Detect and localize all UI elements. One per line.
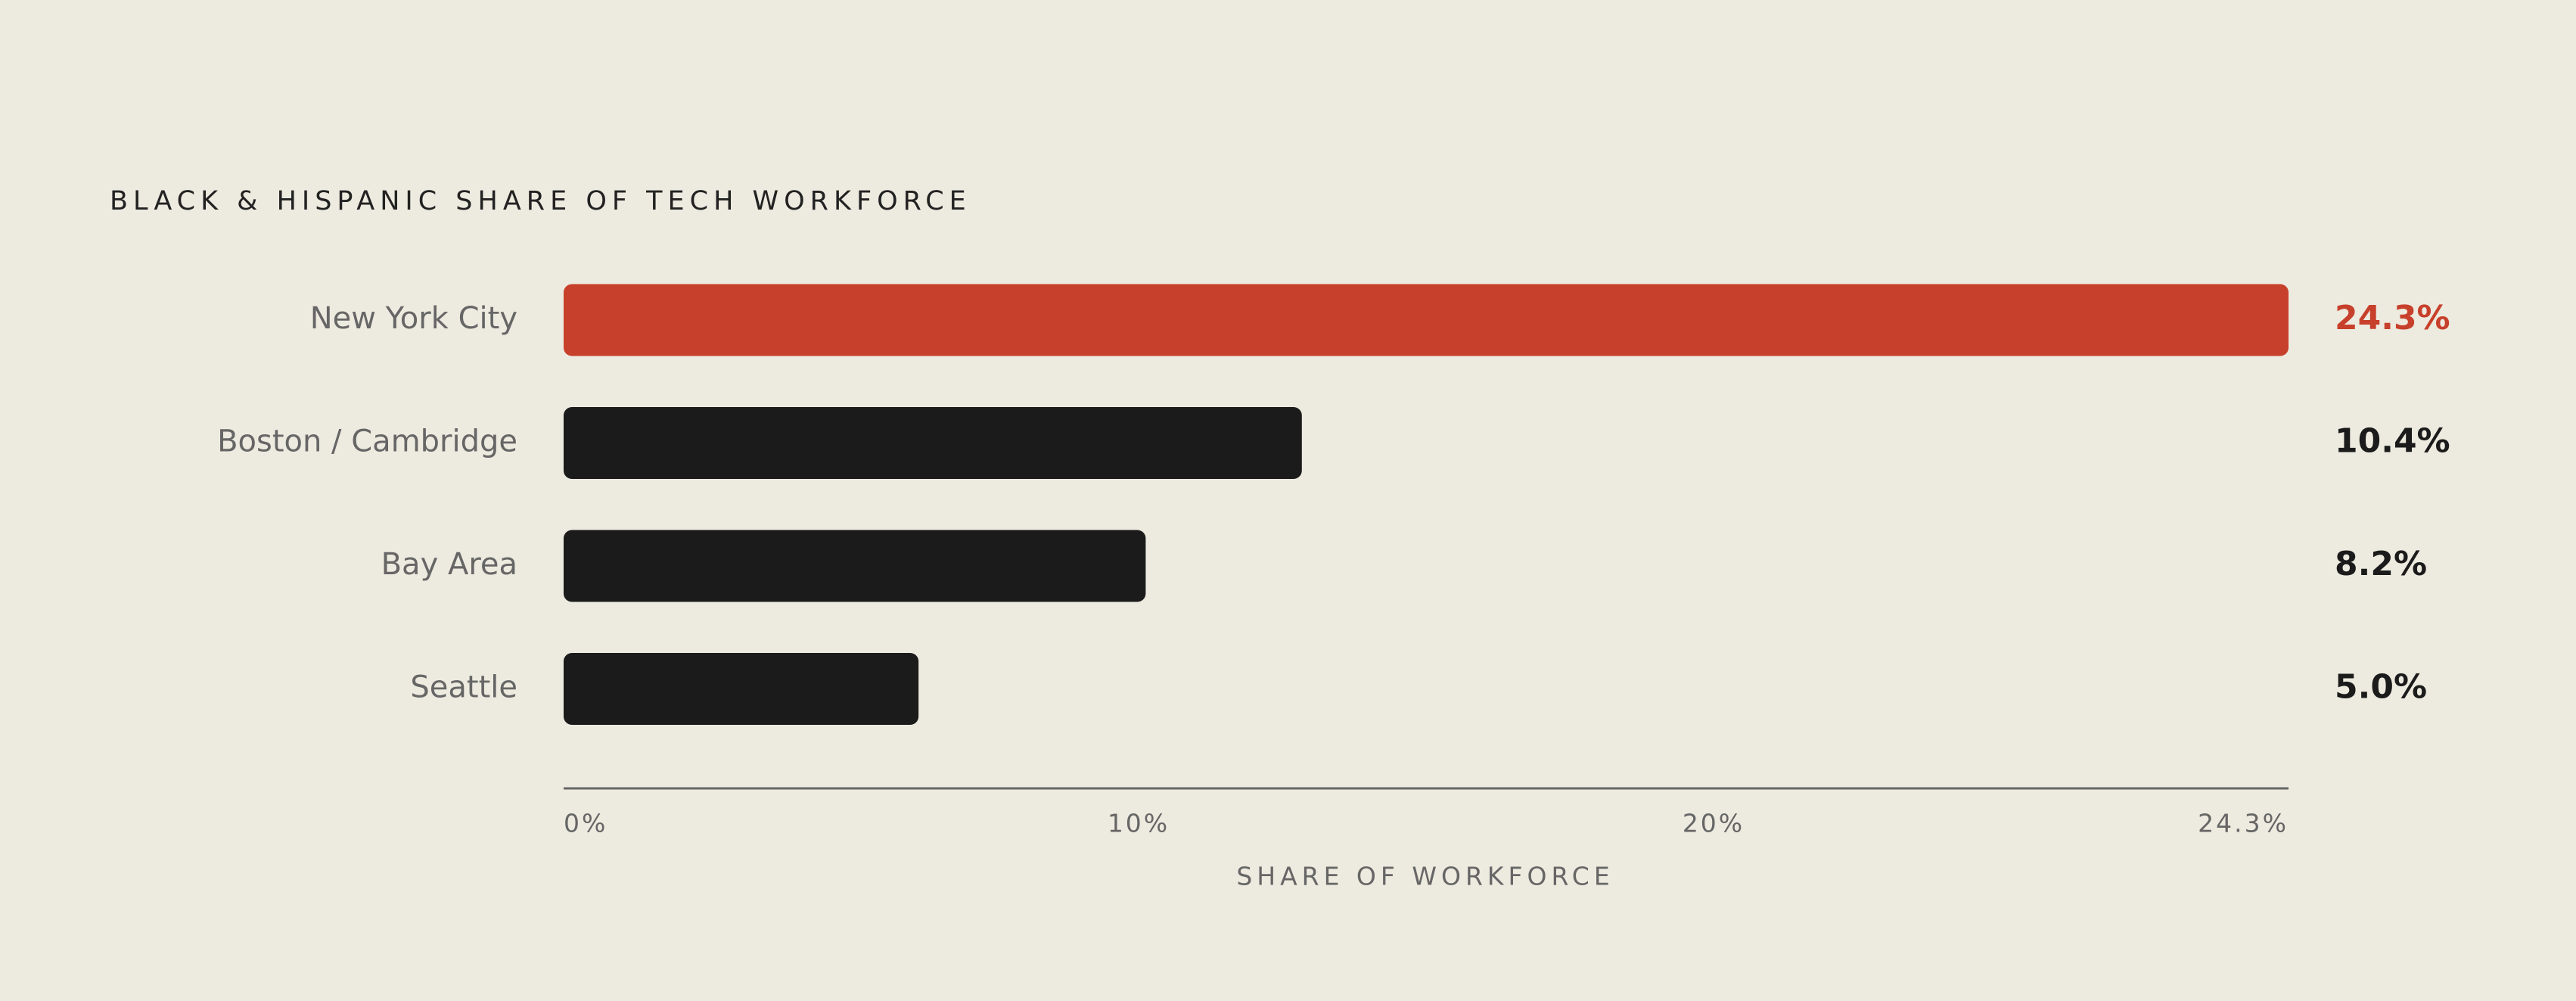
value-label: 24.3% <box>2335 299 2450 337</box>
bar <box>564 530 1146 602</box>
x-tick-label: 20% <box>1683 809 1745 838</box>
chart-title: BLACK & HISPANIC SHARE OF TECH WORKFORCE <box>110 186 971 216</box>
category-label: Boston / Cambridge <box>217 424 517 459</box>
category-label: Seattle <box>410 670 517 705</box>
category-label: New York City <box>310 301 517 336</box>
bar <box>564 653 919 725</box>
x-tick-label: 10% <box>1108 809 1170 838</box>
value-label: 5.0% <box>2335 668 2427 707</box>
value-label: 8.2% <box>2335 545 2427 583</box>
category-label: Bay Area <box>381 547 517 582</box>
bar <box>564 284 2289 356</box>
x-tick-label: 24.3% <box>2198 809 2289 838</box>
x-axis-title: SHARE OF WORKFORCE <box>1236 862 1614 891</box>
value-label: 10.4% <box>2335 422 2450 461</box>
x-tick-label: 0% <box>564 809 607 838</box>
bar <box>564 407 1302 479</box>
